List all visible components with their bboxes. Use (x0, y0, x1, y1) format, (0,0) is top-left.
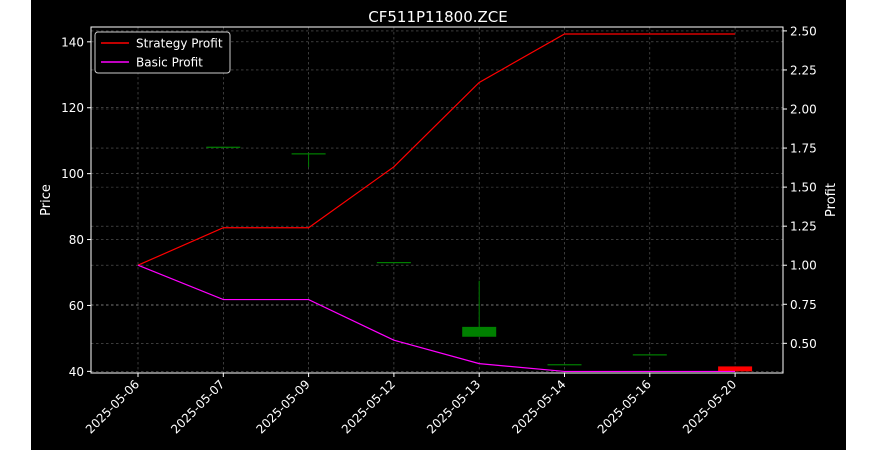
y-axis-label-right: Profit (824, 183, 839, 217)
candle-body (547, 364, 582, 366)
candlestick (206, 146, 241, 148)
candle-body (462, 326, 497, 337)
left-y-tick-label: 140 (61, 35, 84, 49)
candlestick (547, 364, 582, 366)
right-y-tick-label: 2.00 (790, 103, 817, 117)
candlestick (718, 366, 753, 372)
right-y-tick-label: 1.75 (790, 142, 817, 156)
candlestick (376, 262, 411, 264)
chart-title: CF511P11800.ZCE (368, 8, 508, 26)
candle-body (206, 146, 241, 148)
plot-frame (90, 26, 784, 374)
left-y-tick-label: 120 (61, 101, 84, 115)
grid (91, 27, 783, 373)
right-y-tick-label: 2.25 (790, 63, 817, 77)
series-line-basic-profit (137, 264, 736, 373)
profit-lines (137, 33, 736, 373)
left-y-axis: 40 60 80 100 120 140 (61, 35, 91, 379)
left-y-tick-label: 100 (61, 167, 84, 181)
y-axis-label-left: Price (39, 184, 54, 216)
legend: Strategy Profit Basic Profit (94, 31, 231, 74)
right-y-tick-label: 1.00 (790, 259, 817, 273)
candle-body (632, 354, 667, 356)
right-y-axis: 0.50 0.75 1.00 1.25 1.50 1.75 2.00 2.25 2.50 (783, 24, 817, 351)
candlestick (632, 354, 667, 356)
candle-body (718, 366, 753, 372)
right-y-tick-label: 2.50 (790, 24, 817, 38)
plot-area (90, 26, 784, 374)
right-y-tick-label: 1.50 (790, 181, 817, 195)
legend-label-basic-profit: Basic Profit (136, 56, 203, 70)
legend-label-strategy-profit: Strategy Profit (136, 37, 223, 51)
right-y-tick-label: 0.50 (790, 337, 817, 351)
figure-background (31, 0, 846, 450)
candle-body (291, 153, 326, 155)
left-y-tick-label: 40 (69, 365, 84, 379)
series-line-strategy-profit (137, 33, 736, 266)
left-y-tick-label: 80 (69, 233, 84, 247)
candle-body (376, 262, 411, 264)
right-y-tick-label: 1.25 (790, 220, 817, 234)
candlestick (291, 153, 326, 168)
candlestick (462, 280, 497, 337)
right-y-tick-label: 0.75 (790, 298, 817, 312)
left-y-tick-label: 60 (69, 299, 84, 313)
